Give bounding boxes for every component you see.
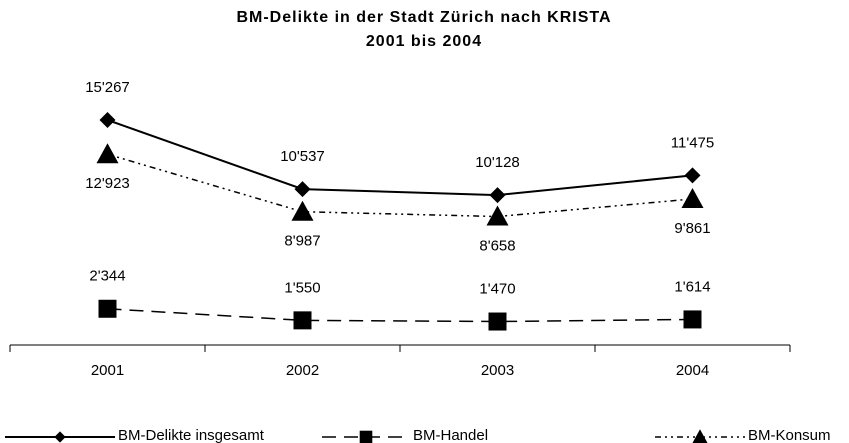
marker [291, 200, 314, 221]
data-label: 12'923 [85, 175, 130, 192]
marker [99, 112, 116, 128]
series-line [107, 308, 693, 323]
x-tick-label: 2003 [481, 362, 514, 379]
legend-marker [359, 430, 373, 443]
legend-label: BM-Delikte insgesamt [118, 427, 265, 443]
marker [488, 312, 507, 331]
data-label: 15'267 [85, 79, 130, 96]
marker [489, 187, 506, 204]
chart-subtitle: 2001 bis 2004 [366, 33, 482, 50]
chart-title: BM-Delikte in der Stadt Zürich nach KRIS… [236, 9, 611, 26]
data-label: 8'658 [479, 238, 515, 255]
data-label: 1'470 [479, 280, 515, 297]
marker [98, 299, 117, 318]
x-tick-label: 2004 [676, 362, 709, 379]
legend-marker [54, 431, 66, 443]
marker [294, 181, 311, 198]
legend-marker [692, 429, 708, 443]
data-label: 11'475 [671, 134, 714, 151]
series-line [107, 153, 693, 218]
data-label: 10'128 [475, 154, 520, 171]
data-label: 1'614 [674, 278, 710, 295]
marker [681, 187, 704, 208]
legend-label: BM-Konsum [748, 427, 831, 443]
data-label: 9'861 [674, 220, 710, 237]
data-label: 8'987 [284, 233, 320, 250]
data-label: 10'537 [280, 148, 325, 165]
x-tick-label: 2002 [286, 362, 319, 379]
marker [684, 167, 701, 184]
marker [486, 205, 509, 226]
data-label: 2'344 [89, 268, 125, 285]
x-tick-label: 2001 [91, 362, 124, 379]
marker [96, 143, 119, 164]
marker [293, 311, 312, 330]
marker [683, 310, 702, 329]
legend-label: BM-Handel [413, 427, 488, 443]
data-label: 1'550 [284, 279, 320, 296]
series-line [107, 119, 693, 197]
